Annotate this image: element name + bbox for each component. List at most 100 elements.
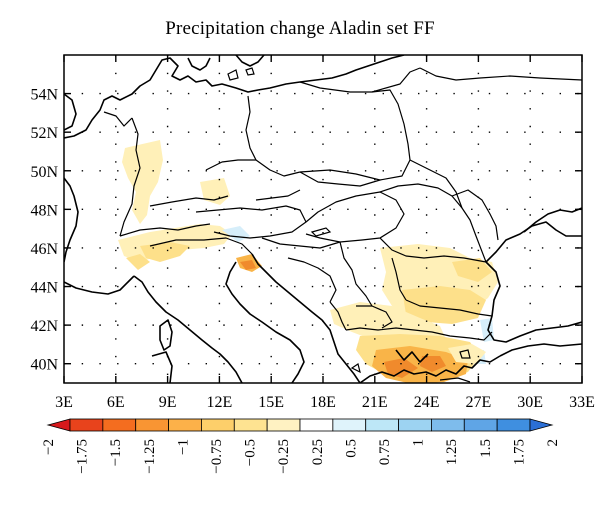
border-switzerland bbox=[119, 223, 211, 237]
colorbar-segment bbox=[299, 418, 334, 432]
colorbar-segment bbox=[233, 418, 268, 432]
border-greece-north bbox=[345, 327, 471, 339]
coast-black-sea-north bbox=[485, 221, 582, 263]
lon-tick-label: 33E bbox=[569, 394, 595, 411]
shading-patch-blue-alps bbox=[222, 226, 250, 242]
shading-patch-west bbox=[122, 140, 163, 224]
colorbar-label: 1 bbox=[411, 439, 427, 447]
coast-italy-west bbox=[133, 275, 243, 383]
border-slovakia bbox=[299, 171, 381, 187]
lon-tick-label: 21E bbox=[362, 394, 388, 411]
shading-patch-bulgaria bbox=[402, 286, 486, 324]
coast-med-france bbox=[64, 275, 135, 295]
lake-balaton bbox=[310, 227, 332, 237]
border-germany-czech bbox=[205, 159, 301, 177]
coast-crimea bbox=[523, 207, 582, 233]
colorbar-extend-high bbox=[529, 418, 554, 432]
colorbar-segment bbox=[135, 418, 169, 432]
island-rugen bbox=[227, 69, 239, 81]
border-ukraine-moldova bbox=[409, 159, 463, 209]
coast-anatolia bbox=[499, 343, 582, 357]
colorbar-label: −1.25 bbox=[142, 439, 158, 474]
island-bornholm bbox=[245, 67, 255, 76]
colorbar-labels: −2 −1.75 −1.5 −1.25 −1 −0.75 −0.5 −0.25 0.25 0.5 0… bbox=[41, 439, 561, 474]
colorbar-label: 2 bbox=[545, 439, 561, 447]
colorbar-segment bbox=[398, 418, 432, 432]
shading-patch-central bbox=[200, 178, 230, 205]
lon-tick-label: 18E bbox=[310, 394, 336, 411]
map-title: Precipitation change Aladin set FF bbox=[165, 18, 435, 39]
colorbar-label: −0.25 bbox=[276, 439, 292, 474]
colorbar-segment bbox=[496, 418, 531, 432]
border-romania-south bbox=[379, 237, 487, 263]
coast-sweden bbox=[235, 55, 265, 67]
shading-patch-blue-bosphorus bbox=[480, 318, 494, 342]
border-bosnia bbox=[287, 257, 337, 303]
colorbar-label: 0.75 bbox=[377, 439, 393, 465]
colorbar bbox=[46, 418, 554, 432]
coastline-layer bbox=[64, 55, 582, 383]
colorbar-label: 1.75 bbox=[511, 439, 527, 465]
colorbar-extend-low bbox=[46, 418, 71, 432]
border-france-germany bbox=[119, 117, 141, 237]
lon-tick-label: 3E bbox=[55, 394, 73, 411]
lat-tick-label: 54N bbox=[30, 87, 58, 104]
colorbar-segment bbox=[168, 418, 202, 432]
lon-tick-label: 24E bbox=[414, 394, 440, 411]
border-moldova bbox=[451, 189, 499, 241]
coast-britain bbox=[64, 93, 77, 131]
colorbar-label: −1.5 bbox=[108, 439, 124, 466]
border-germany-south bbox=[149, 195, 229, 207]
border-germany-poland bbox=[245, 95, 257, 161]
coast-france-west bbox=[64, 177, 79, 263]
lakes-islands bbox=[227, 67, 471, 383]
colorbar-segment bbox=[266, 418, 301, 432]
coast-denmark bbox=[187, 57, 211, 71]
border-czech-austria bbox=[255, 189, 301, 201]
colorbar-segment bbox=[431, 418, 465, 432]
coast-italy-east bbox=[225, 261, 305, 383]
lat-tick-label: 50N bbox=[30, 164, 58, 181]
border-belarus bbox=[371, 67, 421, 93]
coast-sardinia bbox=[151, 351, 173, 383]
border-poland-east bbox=[299, 81, 411, 181]
lat-tick-label: 44N bbox=[30, 280, 58, 297]
lat-tick-label: 48N bbox=[30, 202, 58, 219]
precipitation-shading bbox=[118, 140, 498, 383]
lat-tick-label: 46N bbox=[30, 241, 58, 258]
colorbar-label: 0.5 bbox=[343, 439, 359, 458]
border-turkey bbox=[469, 331, 493, 341]
coast-adriatic-east bbox=[251, 253, 361, 383]
colorbar-label: −0.5 bbox=[243, 439, 259, 466]
island-lesbos bbox=[459, 349, 471, 359]
lat-tick-label: 52N bbox=[30, 125, 58, 142]
border-layer bbox=[103, 67, 582, 341]
border-albania bbox=[329, 301, 347, 331]
colorbar-label: 0.25 bbox=[310, 439, 326, 465]
border-ukraine-north bbox=[419, 67, 582, 81]
lon-tick-label: 15E bbox=[258, 394, 284, 411]
axis-ticks bbox=[63, 55, 583, 383]
shading-patch-aegean-east bbox=[420, 356, 446, 372]
border-macedonia bbox=[356, 305, 393, 329]
border-croatia-bosnia bbox=[261, 237, 341, 249]
border-benelux bbox=[103, 111, 133, 127]
lon-tick-label: 6E bbox=[107, 394, 125, 411]
colorbar-segment bbox=[365, 418, 399, 432]
border-serbia bbox=[339, 241, 373, 307]
coast-black-sea-west bbox=[485, 261, 582, 343]
colorbar-label: 1.25 bbox=[444, 439, 460, 465]
shading-patch-alps-south bbox=[140, 242, 190, 262]
lat-tick-label: 42N bbox=[30, 318, 58, 335]
colorbar-segment bbox=[69, 418, 104, 432]
shading-patch-istria-core bbox=[240, 260, 256, 270]
coast-corsica bbox=[159, 319, 173, 351]
colorbar-label: 1.5 bbox=[478, 439, 494, 458]
colorbar-label: −1 bbox=[175, 439, 191, 455]
colorbar-label: −2 bbox=[41, 439, 57, 455]
coast-north bbox=[64, 55, 405, 139]
lon-tick-label: 12E bbox=[207, 394, 233, 411]
border-austria bbox=[195, 205, 307, 239]
coast-greece bbox=[359, 355, 501, 383]
